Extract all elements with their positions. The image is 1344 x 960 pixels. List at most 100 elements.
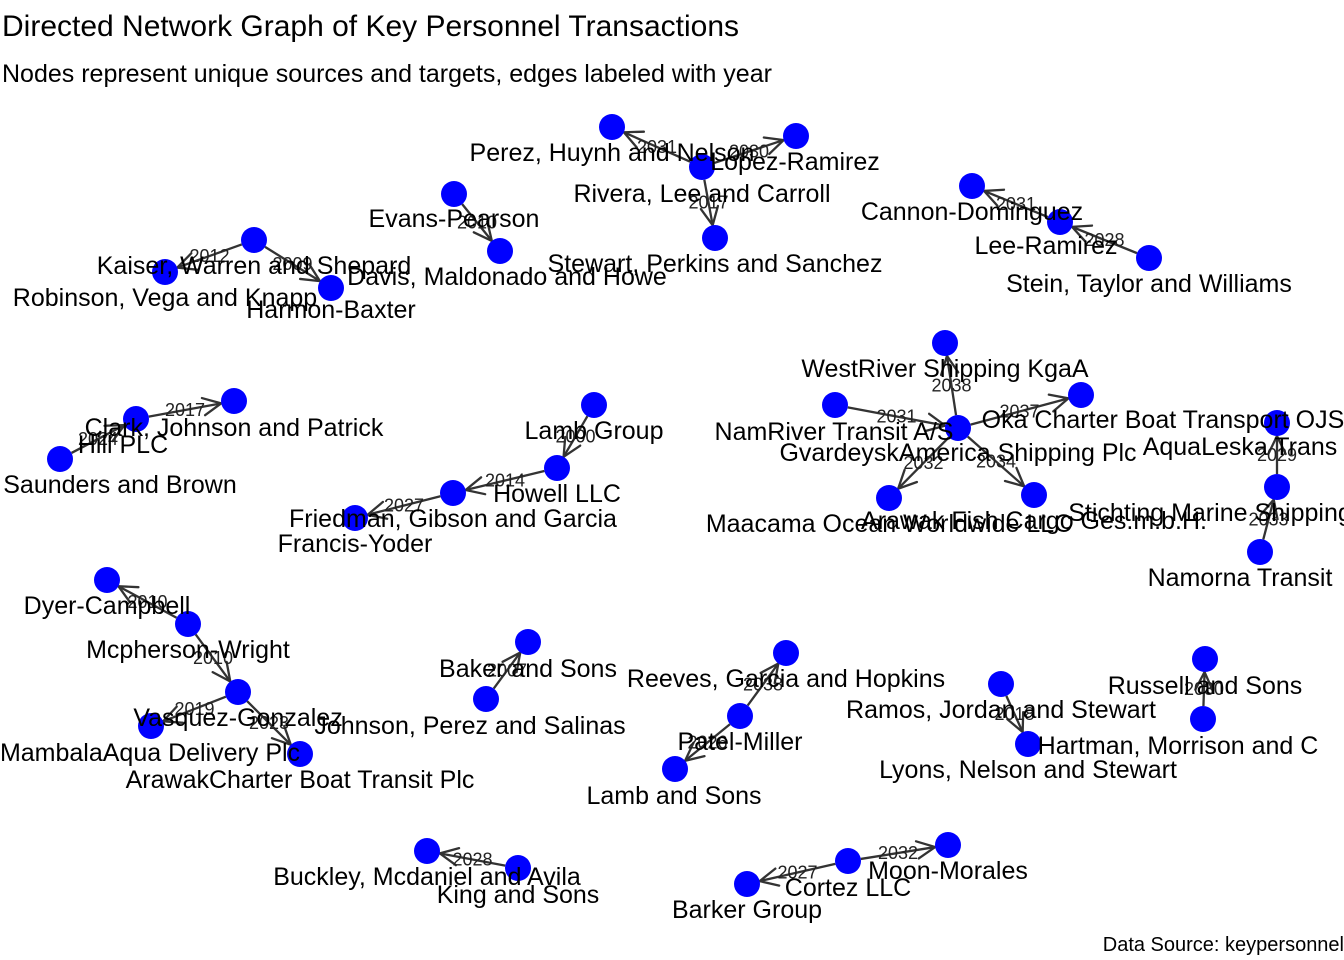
edge-cortez-llc-to-moon-morales: 2032 <box>860 840 938 863</box>
edge-year-label: 2033 <box>1248 510 1288 530</box>
node-label-howell-llc: Howell LLC <box>493 480 621 508</box>
edge-line <box>945 355 958 416</box>
edge-vasquez-gonzalez-to-mambalaaqua-delivery-plc: 2019 <box>160 695 227 724</box>
edge-year-label: 2028 <box>1084 230 1124 250</box>
node-cortez-llc <box>835 848 861 874</box>
edge-line <box>983 189 1049 219</box>
node-label-johnson-perez-and-salinas: Johnson, Perez and Salinas <box>314 712 625 740</box>
node-label-lee-ramirez: Lee-Ramirez <box>974 232 1117 260</box>
node-namriver-transit-a-s <box>945 415 971 441</box>
edge-year-label: 2030 <box>729 142 769 162</box>
edge-arrowhead <box>437 847 461 867</box>
edge-namriver-transit-a-s-to-arawak-fish-cargo-ges-m-b-h: 2034 <box>966 435 1027 489</box>
node-label-mambalaaqua-delivery-plc: MambalaAqua Delivery Plc <box>0 739 300 767</box>
node-label-rivera-lee-and-carroll: Rivera, Lee and Carroll <box>573 180 830 208</box>
edge-arrowhead <box>103 423 127 443</box>
node-label-reeves-garcia-and-hopkins: Reeves, Garcia and Hopkins <box>627 665 945 693</box>
edge-line <box>860 845 936 861</box>
edge-line <box>1202 671 1206 707</box>
edge-line <box>746 662 780 707</box>
edge-line <box>367 495 441 516</box>
edge-line <box>897 436 950 490</box>
edge-year-label: 2019 <box>174 699 214 719</box>
edge-arrowhead <box>200 396 224 417</box>
node-howell-llc <box>544 455 570 481</box>
edge-year-label: 2027 <box>777 863 817 883</box>
edge-year-label: 2032 <box>878 843 918 863</box>
node-mambalaaqua-delivery-plc <box>138 713 164 739</box>
node-johnson-perez-and-salinas <box>473 686 499 712</box>
node-label-davis-maldonado-and-howe: Davis, Maldonado and Howe <box>347 263 667 291</box>
edge-arrowhead <box>896 468 919 491</box>
edge-line <box>246 700 292 746</box>
edge-line <box>162 695 227 723</box>
edge-year-label: 2018 <box>994 704 1034 724</box>
edge-year-label: 2031 <box>996 194 1036 214</box>
node-francis-yoder <box>342 505 368 531</box>
node-mcpherson-wright <box>175 611 201 637</box>
node-gvardeyskamerica-shipping-plc <box>822 392 848 418</box>
edge-line <box>194 633 232 683</box>
node-robinson-vega-and-knapp <box>152 259 178 285</box>
node-label-arawakcharter-boat-transit-plc: ArawakCharter Boat Transit Plc <box>126 766 475 794</box>
node-kaiser-warren-and-shepard <box>241 227 267 253</box>
node-label-namriver-transit-a-s: NamRiver Transit A/S <box>715 418 954 446</box>
node-label-harmon-baxter: Harmon-Baxter <box>246 296 416 324</box>
edge-arrowhead <box>562 435 582 460</box>
node-label-stichting-marine-shipping: Stichting Marine Shipping <box>1068 499 1344 527</box>
edge-arrowhead <box>160 705 185 724</box>
edges-layer: 2031 2030 2017 2010 2012 2009 2031 2028 2017 2024… <box>70 130 1297 887</box>
node-label-king-and-sons: King and Sons <box>437 881 600 909</box>
node-lamb-and-sons <box>662 756 688 782</box>
edge-gvardeyskamerica-shipping-plc-to-namriver-transit-a-s: 2031 <box>847 406 948 432</box>
edge-year-label: 2028 <box>452 850 492 870</box>
edge-line <box>148 402 222 418</box>
node-label-kaiser-warren-and-shepard: Kaiser, Warren and Shepard <box>97 252 412 280</box>
edge-arrowhead <box>939 353 960 377</box>
node-label-patel-miller: Patel-Miller <box>677 728 802 756</box>
node-russell-and-sons <box>1192 646 1218 672</box>
edge-kaiser-warren-and-shepard-to-harmon-baxter: 2009 <box>264 245 323 283</box>
edge-year-label: 2031 <box>876 407 916 427</box>
node-label-clark-johnson-and-patrick: Clark, Johnson and Patrick <box>85 414 384 442</box>
edge-arrowhead <box>472 220 494 243</box>
node-label-gvardeyskamerica-shipping-plc: GvardeyskAmerica Shipping Plc <box>779 439 1136 467</box>
edge-year-label: 2010 <box>193 648 233 668</box>
node-label-saunders-and-brown: Saunders and Brown <box>3 471 236 499</box>
node-buckley-mcdaniel-and-avila <box>414 838 440 864</box>
node-label-francis-yoder: Francis-Yoder <box>278 530 433 558</box>
node-reeves-garcia-and-hopkins <box>773 640 799 666</box>
node-label-arawak-fish-cargo-ges-m-b-h: Arawak Fish Cargo Ges.m.b.H. <box>861 507 1207 535</box>
edge-stichting-marine-shipping-to-aqualeska-trans: 2029 <box>1257 433 1297 474</box>
edge-year-label: 2032 <box>903 453 943 473</box>
node-lee-ramirez <box>1047 209 1073 235</box>
node-label-barker-group: Barker Group <box>672 896 822 924</box>
edge-namriver-transit-a-s-to-maacama-ocean-worldwide-llc: 2032 <box>896 436 950 491</box>
edge-year-label: 2026 <box>687 733 727 753</box>
node-lopez-ramirez <box>689 154 715 180</box>
edge-line <box>1071 225 1138 255</box>
chart-subtitle: Nodes represent unique sources and targe… <box>2 60 772 88</box>
node-harmon-baxter <box>318 275 344 301</box>
node-dyer-campbell <box>94 567 120 593</box>
node-baker-and-sons <box>515 629 541 655</box>
edge-year-label: 2027 <box>384 496 424 516</box>
nodes-layer <box>47 114 1290 897</box>
edge-mcpherson-wright-to-vasquez-gonzalez: 2010 <box>193 633 233 684</box>
node-label-westriver-shipping-kgaa: WestRiver Shipping KgaA <box>801 355 1089 383</box>
edge-line <box>970 397 1069 426</box>
node-label-cortez-llc: Cortez LLC <box>785 874 911 902</box>
edge-year-label: 2023 <box>249 713 289 733</box>
node-patel-miller <box>727 703 753 729</box>
node-label-mcpherson-wright: Mcpherson-Wright <box>86 636 290 664</box>
node-aqualeska-trans <box>1264 410 1290 436</box>
node-label-lopez-ramirez: Lopez-Ramirez <box>710 148 880 176</box>
node-label-evans-pearson: Evans-Pearson <box>369 205 540 233</box>
node-label-aqualeska-trans: AquaLeska Trans <box>1143 433 1338 461</box>
node-vasquez-gonzalez <box>225 679 251 705</box>
edge-arrowhead <box>365 500 389 520</box>
node-label-friedman-gibson-and-garcia: Friedman, Gibson and Garcia <box>289 505 617 533</box>
node-evans-pearson <box>441 181 467 207</box>
edge-line <box>703 179 714 226</box>
edge-line <box>713 138 785 165</box>
